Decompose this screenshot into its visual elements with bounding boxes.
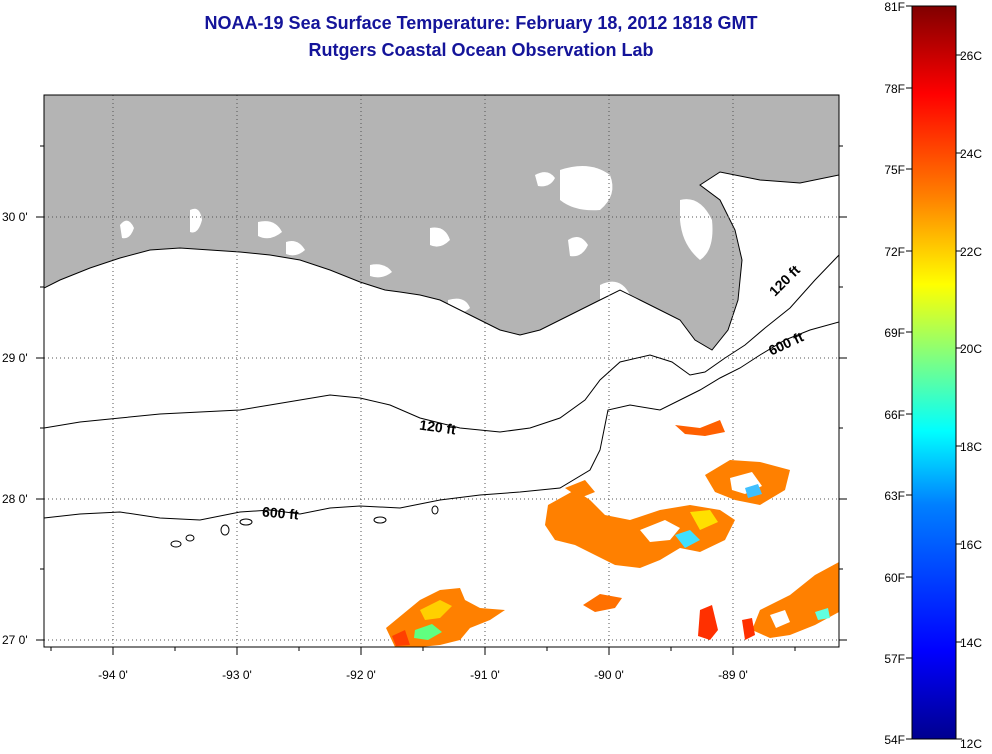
isobath-fragments [170,505,439,548]
lon-label: -89 0' [718,668,748,682]
bay-breton [680,199,713,260]
colorbar-c-label: 18C [960,440,982,454]
colorbar-f-label: 69F [884,326,905,340]
map-frame [43,94,840,648]
lake-west [120,220,134,239]
lake-maurepas [535,172,555,187]
colorbar-ticks [906,5,962,740]
lon-label: -90 0' [594,668,624,682]
coastline [44,171,839,351]
sst-patch-south [386,588,505,647]
lon-label: -91 0' [470,668,500,682]
map-title: NOAA-19 Sea Surface Temperature: Februar… [204,13,758,33]
lat-label: 28 0' [2,492,28,506]
lake-calcasieu [190,208,202,233]
isobath-600ft [44,321,839,521]
lon-label: -94 0' [98,668,128,682]
colorbar-f-label: 57F [884,652,905,666]
colorbar-f-label: 81F [884,0,905,14]
lake-vermilion [370,264,392,278]
colorbar-c-label: 12C [960,737,982,751]
colorbar-f-label: 78F [884,82,905,96]
lat-label: 29 0' [2,351,28,365]
axis-ticks [36,145,847,655]
colorbar-c-label: 24C [960,147,982,161]
lon-label: -93 0' [222,668,252,682]
colorbar-f-label: 60F [884,571,905,585]
colorbar-c-label: 14C [960,636,982,650]
lake-grand [258,221,282,239]
colorbar-c-label: 20C [960,342,982,356]
lon-label: -92 0' [346,668,376,682]
contour-label-600ft-west: 600 ft [262,503,300,522]
lake-pontchartrain [560,166,613,211]
contour-label-120ft-west: 120 ft [418,417,457,438]
colorbar: 81F 78F 75F 72F 69F 66F 63F 60F 57F 54F … [884,0,982,751]
colorbar-f-label: 75F [884,163,905,177]
isobath-120ft-west [44,254,839,433]
map-subtitle: Rutgers Coastal Ocean Observation Lab [308,40,654,60]
colorbar-c-label: 22C [960,245,982,259]
colorbar-f-label: 66F [884,408,905,422]
bay-atchafalaya [448,298,470,315]
colorbar-f-label: 72F [884,245,905,259]
lat-label: 27 0' [2,633,28,647]
sst-patch-central [545,420,790,612]
colorbar-gradient [911,5,957,740]
sst-patch-southeast [698,562,839,640]
lake-white [286,241,305,256]
colorbar-c-label: 26C [960,49,982,63]
lake-salvador [568,236,588,257]
land-mass [44,95,839,350]
lake-central [430,227,450,247]
lon-axis-labels: -94 0' -93 0' -92 0' -91 0' -90 0' -89 0… [98,668,748,682]
bay-barataria [600,281,630,310]
colorbar-c-label: 16C [960,538,982,552]
colorbar-f-label: 54F [884,733,905,747]
lat-label: 30 0' [2,210,28,224]
lat-axis-labels: 30 0' 29 0' 28 0' 27 0' [2,210,28,647]
colorbar-f-label: 63F [884,489,905,503]
